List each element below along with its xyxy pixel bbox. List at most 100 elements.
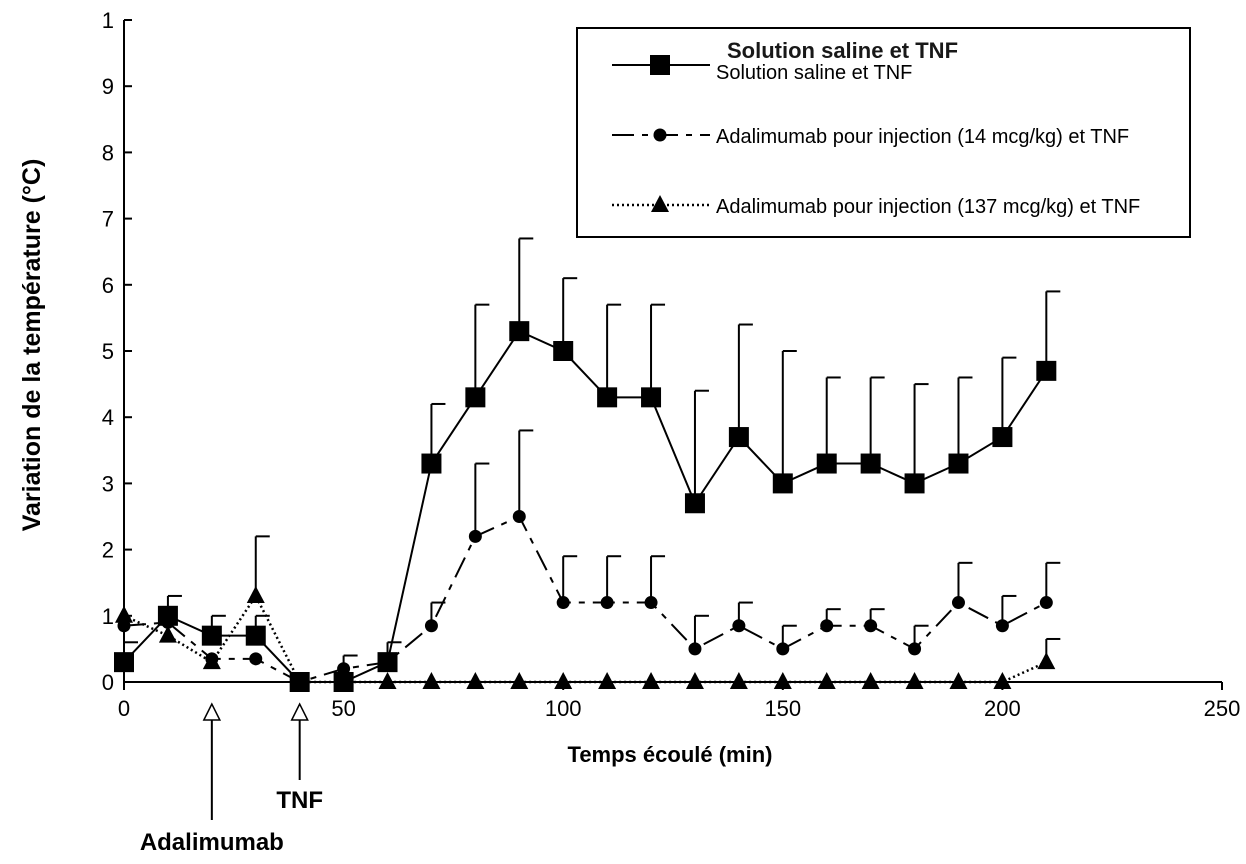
data-point-triangle	[158, 625, 177, 643]
data-point-circle	[600, 596, 614, 610]
data-point-triangle	[378, 672, 397, 689]
data-point-triangle	[905, 672, 924, 689]
y-tick-label: 7	[102, 207, 114, 232]
data-point-circle	[424, 619, 438, 633]
data-point-triangle	[1037, 652, 1056, 670]
y-tick-label: 1	[102, 604, 114, 629]
data-point-circle	[644, 596, 658, 610]
series-lines	[123, 329, 1048, 684]
legend: Solution saline et TNF Solution saline e…	[576, 27, 1191, 238]
data-point-triangle	[422, 672, 441, 689]
y-tick-label: 6	[102, 273, 114, 298]
data-point-circle	[1039, 596, 1053, 610]
data-point-square	[333, 672, 354, 692]
legend-ghost-text: Solution saline et TNF	[727, 38, 958, 63]
data-point-circle	[908, 642, 922, 656]
data-point-square	[377, 652, 398, 673]
series-line-square	[123, 329, 1048, 683]
x-tick-label: 150	[764, 696, 801, 721]
annotation-label: Adalimumab	[140, 829, 284, 856]
annotations: Adalimumab TNF	[140, 702, 323, 856]
data-point-square	[114, 652, 134, 673]
data-point-triangle	[554, 672, 573, 689]
series-line-circle	[123, 515, 1047, 684]
data-point-circle	[512, 510, 526, 523]
data-point-triangle	[729, 672, 748, 689]
data-point-triangle	[993, 672, 1012, 689]
data-point-square	[1036, 360, 1057, 381]
legend-label: Adalimumab pour injection (137 mcg/kg) e…	[716, 196, 1140, 218]
y-tick-label: 2	[102, 538, 114, 563]
y-tick-label: 5	[102, 339, 114, 364]
data-point-triangle	[115, 605, 133, 623]
y-tick-label: 8	[102, 140, 114, 165]
data-point-square	[904, 473, 925, 494]
data-point-square	[421, 453, 442, 474]
x-tick-label: 100	[545, 696, 582, 721]
data-point-circle	[117, 619, 131, 633]
series-line-triangle	[123, 593, 1047, 684]
legend-marker-triangle	[651, 195, 669, 212]
x-tick-label: 200	[984, 696, 1021, 721]
data-point-square	[201, 625, 222, 646]
data-point-circle	[688, 642, 702, 656]
data-point-circle	[732, 619, 746, 633]
data-point-circle	[556, 596, 570, 610]
annotation-arrowhead	[290, 702, 309, 721]
data-point-triangle	[949, 672, 968, 689]
annotation-label: TNF	[276, 787, 323, 814]
annotation-arrowhead	[202, 702, 222, 721]
x-axis-label: Temps écoulé (min)	[568, 742, 773, 767]
y-axis-label: Variation de la température (°C)	[18, 159, 46, 532]
data-point-square	[245, 625, 266, 646]
y-tick-label: 4	[102, 405, 114, 430]
data-point-square	[684, 493, 705, 514]
data-point-square	[816, 453, 837, 474]
data-point-circle	[951, 596, 965, 610]
data-point-square	[772, 473, 793, 494]
data-point-circle	[249, 652, 263, 666]
data-point-square	[465, 387, 486, 408]
data-point-square	[992, 427, 1013, 448]
x-ticks: 0 50 100 150 200 250	[118, 682, 1240, 721]
y-tick-label: 9	[102, 74, 114, 99]
data-point-square	[948, 453, 969, 474]
x-tick-label: 250	[1204, 696, 1241, 721]
y-tick-label: 1	[102, 8, 114, 33]
data-point-circle	[864, 619, 878, 633]
data-point-square	[553, 341, 574, 361]
y-ticks: 0 1 2 3 4 5 6 7 8 9 1	[102, 8, 132, 695]
data-point-square	[289, 672, 310, 692]
y-tick-label: 3	[102, 471, 114, 496]
x-tick-label: 0	[118, 696, 130, 721]
data-point-triangle	[246, 585, 265, 603]
data-point-triangle	[510, 672, 529, 689]
data-point-square	[597, 387, 618, 408]
legend-marker-circle	[653, 128, 667, 142]
data-point-square	[641, 387, 662, 408]
legend-label: Adalimumab pour injection (14 mcg/kg) et…	[716, 126, 1129, 148]
data-point-triangle	[685, 672, 704, 689]
data-point-triangle	[466, 672, 485, 689]
y-tick-label: 0	[102, 670, 114, 695]
x-tick-label: 50	[331, 696, 355, 721]
data-point-circle	[995, 619, 1009, 633]
data-point-circle	[820, 619, 834, 633]
data-point-triangle	[817, 672, 836, 689]
data-point-square	[860, 453, 881, 474]
data-point-triangle	[773, 672, 792, 689]
data-point-square	[728, 427, 749, 448]
data-point-square	[509, 321, 530, 342]
legend-label: Solution saline et TNF	[716, 62, 912, 84]
legend-marker-square	[650, 55, 670, 75]
data-point-square	[157, 605, 178, 626]
data-point-triangle	[642, 672, 661, 689]
series-markers	[114, 321, 1057, 692]
data-point-triangle	[861, 672, 880, 689]
data-point-triangle	[598, 672, 617, 689]
data-point-circle	[468, 529, 482, 543]
data-point-circle	[205, 652, 219, 666]
error-bars	[123, 237, 1061, 669]
legend-box	[576, 27, 1191, 238]
